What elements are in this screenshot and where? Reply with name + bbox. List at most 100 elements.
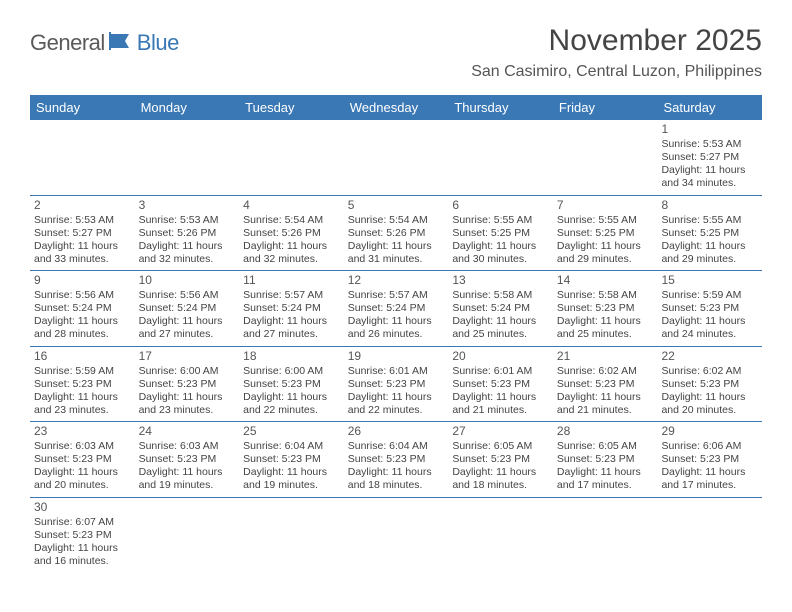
day-number: 5 [348,198,445,213]
day-cell-6: 6Sunrise: 5:55 AMSunset: 5:25 PMDaylight… [448,196,553,271]
day-cell-18: 18Sunrise: 6:00 AMSunset: 5:23 PMDayligh… [239,347,344,422]
day-cell-1: 1Sunrise: 5:53 AMSunset: 5:27 PMDaylight… [657,120,762,195]
daylight2-text: and 20 minutes. [661,404,758,417]
daylight2-text: and 25 minutes. [557,328,654,341]
weekday-fri: Friday [553,95,658,120]
empty-cell [553,498,658,573]
day-cell-29: 29Sunrise: 6:06 AMSunset: 5:23 PMDayligh… [657,422,762,497]
empty-cell [553,120,658,195]
sunset-text: Sunset: 5:25 PM [557,227,654,240]
sunrise-text: Sunrise: 6:04 AM [243,440,340,453]
empty-cell [239,120,344,195]
day-cell-25: 25Sunrise: 6:04 AMSunset: 5:23 PMDayligh… [239,422,344,497]
sunset-text: Sunset: 5:23 PM [348,378,445,391]
day-number: 11 [243,273,340,288]
daylight2-text: and 23 minutes. [34,404,131,417]
sunrise-text: Sunrise: 5:55 AM [661,214,758,227]
sunset-text: Sunset: 5:23 PM [557,378,654,391]
daylight1-text: Daylight: 11 hours [243,315,340,328]
daylight2-text: and 24 minutes. [661,328,758,341]
daylight2-text: and 30 minutes. [452,253,549,266]
sunset-text: Sunset: 5:24 PM [139,302,236,315]
sunrise-text: Sunrise: 6:05 AM [452,440,549,453]
weekday-wed: Wednesday [344,95,449,120]
day-cell-30: 30Sunrise: 6:07 AMSunset: 5:23 PMDayligh… [30,498,135,573]
day-number: 26 [348,424,445,439]
empty-cell [30,120,135,195]
sunset-text: Sunset: 5:24 PM [243,302,340,315]
daylight2-text: and 21 minutes. [557,404,654,417]
day-number: 29 [661,424,758,439]
sunset-text: Sunset: 5:23 PM [557,302,654,315]
sunrise-text: Sunrise: 5:56 AM [139,289,236,302]
day-number: 3 [139,198,236,213]
day-cell-12: 12Sunrise: 5:57 AMSunset: 5:24 PMDayligh… [344,271,449,346]
day-cell-7: 7Sunrise: 5:55 AMSunset: 5:25 PMDaylight… [553,196,658,271]
calendar-row: 16Sunrise: 5:59 AMSunset: 5:23 PMDayligh… [30,347,762,423]
day-number: 28 [557,424,654,439]
daylight2-text: and 29 minutes. [661,253,758,266]
daylight2-text: and 32 minutes. [243,253,340,266]
month-title: November 2025 [471,24,762,57]
sunrise-text: Sunrise: 5:58 AM [557,289,654,302]
day-number: 13 [452,273,549,288]
daylight1-text: Daylight: 11 hours [34,542,131,555]
daylight2-text: and 27 minutes. [243,328,340,341]
day-number: 18 [243,349,340,364]
daylight1-text: Daylight: 11 hours [139,240,236,253]
sunset-text: Sunset: 5:23 PM [452,378,549,391]
sunrise-text: Sunrise: 6:07 AM [34,516,131,529]
sunrise-text: Sunrise: 6:02 AM [661,365,758,378]
day-number: 1 [661,122,758,137]
daylight1-text: Daylight: 11 hours [452,466,549,479]
day-cell-13: 13Sunrise: 5:58 AMSunset: 5:24 PMDayligh… [448,271,553,346]
daylight1-text: Daylight: 11 hours [34,315,131,328]
sunrise-text: Sunrise: 6:04 AM [348,440,445,453]
sunrise-text: Sunrise: 5:54 AM [348,214,445,227]
daylight2-text: and 27 minutes. [139,328,236,341]
sunrise-text: Sunrise: 5:57 AM [243,289,340,302]
day-number: 21 [557,349,654,364]
day-cell-15: 15Sunrise: 5:59 AMSunset: 5:23 PMDayligh… [657,271,762,346]
sunrise-text: Sunrise: 5:58 AM [452,289,549,302]
sunrise-text: Sunrise: 5:59 AM [34,365,131,378]
day-cell-20: 20Sunrise: 6:01 AMSunset: 5:23 PMDayligh… [448,347,553,422]
logo: General Blue [30,24,179,56]
day-cell-8: 8Sunrise: 5:55 AMSunset: 5:25 PMDaylight… [657,196,762,271]
day-cell-11: 11Sunrise: 5:57 AMSunset: 5:24 PMDayligh… [239,271,344,346]
daylight1-text: Daylight: 11 hours [348,391,445,404]
day-number: 15 [661,273,758,288]
day-cell-9: 9Sunrise: 5:56 AMSunset: 5:24 PMDaylight… [30,271,135,346]
sunrise-text: Sunrise: 5:54 AM [243,214,340,227]
day-number: 30 [34,500,131,515]
weekday-tue: Tuesday [239,95,344,120]
daylight1-text: Daylight: 11 hours [139,315,236,328]
day-number: 2 [34,198,131,213]
daylight1-text: Daylight: 11 hours [243,466,340,479]
sunset-text: Sunset: 5:23 PM [34,529,131,542]
daylight1-text: Daylight: 11 hours [348,240,445,253]
sunset-text: Sunset: 5:23 PM [34,378,131,391]
day-number: 27 [452,424,549,439]
daylight2-text: and 17 minutes. [557,479,654,492]
sunrise-text: Sunrise: 6:02 AM [557,365,654,378]
day-cell-26: 26Sunrise: 6:04 AMSunset: 5:23 PMDayligh… [344,422,449,497]
calendar-page: General Blue November 2025 San Casimiro,… [0,0,792,582]
daylight2-text: and 20 minutes. [34,479,131,492]
daylight2-text: and 31 minutes. [348,253,445,266]
day-number: 23 [34,424,131,439]
sunset-text: Sunset: 5:23 PM [243,453,340,466]
sunrise-text: Sunrise: 6:01 AM [348,365,445,378]
sunset-text: Sunset: 5:26 PM [139,227,236,240]
sunrise-text: Sunrise: 5:53 AM [34,214,131,227]
sunset-text: Sunset: 5:27 PM [34,227,131,240]
daylight1-text: Daylight: 11 hours [243,240,340,253]
calendar-row: 1Sunrise: 5:53 AMSunset: 5:27 PMDaylight… [30,120,762,196]
day-number: 22 [661,349,758,364]
day-cell-2: 2Sunrise: 5:53 AMSunset: 5:27 PMDaylight… [30,196,135,271]
weekday-mon: Monday [135,95,240,120]
daylight2-text: and 33 minutes. [34,253,131,266]
day-cell-14: 14Sunrise: 5:58 AMSunset: 5:23 PMDayligh… [553,271,658,346]
day-cell-3: 3Sunrise: 5:53 AMSunset: 5:26 PMDaylight… [135,196,240,271]
day-cell-22: 22Sunrise: 6:02 AMSunset: 5:23 PMDayligh… [657,347,762,422]
